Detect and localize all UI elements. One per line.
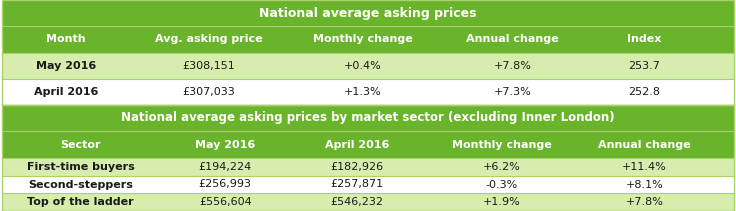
- Bar: [2, 176, 734, 193]
- Text: -0.3%: -0.3%: [486, 180, 517, 189]
- Bar: [2, 79, 734, 105]
- Bar: [2, 193, 734, 211]
- Bar: [2, 53, 734, 79]
- Text: May 2016: May 2016: [195, 139, 255, 150]
- Text: £194,224: £194,224: [199, 162, 252, 172]
- Text: +1.9%: +1.9%: [483, 197, 520, 207]
- Text: May 2016: May 2016: [36, 61, 96, 71]
- Text: +1.3%: +1.3%: [344, 87, 381, 97]
- Text: +11.4%: +11.4%: [622, 162, 667, 172]
- Text: April 2016: April 2016: [325, 139, 389, 150]
- Text: Annual change: Annual change: [467, 35, 559, 45]
- Text: Month: Month: [46, 35, 86, 45]
- Text: £308,151: £308,151: [183, 61, 236, 71]
- Text: +0.4%: +0.4%: [344, 61, 381, 71]
- Text: First-time buyers: First-time buyers: [26, 162, 135, 172]
- Bar: [2, 26, 734, 53]
- Bar: [2, 0, 734, 26]
- Text: +7.8%: +7.8%: [626, 197, 663, 207]
- Text: £182,926: £182,926: [330, 162, 383, 172]
- Bar: [2, 131, 734, 158]
- Text: +6.2%: +6.2%: [483, 162, 520, 172]
- Bar: [2, 158, 734, 176]
- Text: National average asking prices: National average asking prices: [259, 7, 477, 19]
- Text: Monthly change: Monthly change: [452, 139, 551, 150]
- Text: Sector: Sector: [60, 139, 101, 150]
- Text: +7.3%: +7.3%: [494, 87, 531, 97]
- Text: +8.1%: +8.1%: [626, 180, 663, 189]
- Text: Top of the ladder: Top of the ladder: [27, 197, 134, 207]
- Text: Avg. asking price: Avg. asking price: [155, 35, 263, 45]
- Text: National average asking prices by market sector (excluding Inner London): National average asking prices by market…: [121, 111, 615, 124]
- Text: 252.8: 252.8: [629, 87, 660, 97]
- Text: April 2016: April 2016: [34, 87, 98, 97]
- Text: £546,232: £546,232: [330, 197, 383, 207]
- Text: 253.7: 253.7: [629, 61, 660, 71]
- Bar: [2, 105, 734, 211]
- Text: Index: Index: [627, 35, 662, 45]
- Text: +7.8%: +7.8%: [494, 61, 531, 71]
- Bar: [2, 105, 734, 131]
- Text: £307,033: £307,033: [183, 87, 236, 97]
- Text: Annual change: Annual change: [598, 139, 690, 150]
- Text: Monthly change: Monthly change: [313, 35, 412, 45]
- Text: £257,871: £257,871: [330, 180, 383, 189]
- Bar: [2, 0, 734, 105]
- Text: £256,993: £256,993: [199, 180, 252, 189]
- Text: £556,604: £556,604: [199, 197, 252, 207]
- Text: Second-steppers: Second-steppers: [28, 180, 133, 189]
